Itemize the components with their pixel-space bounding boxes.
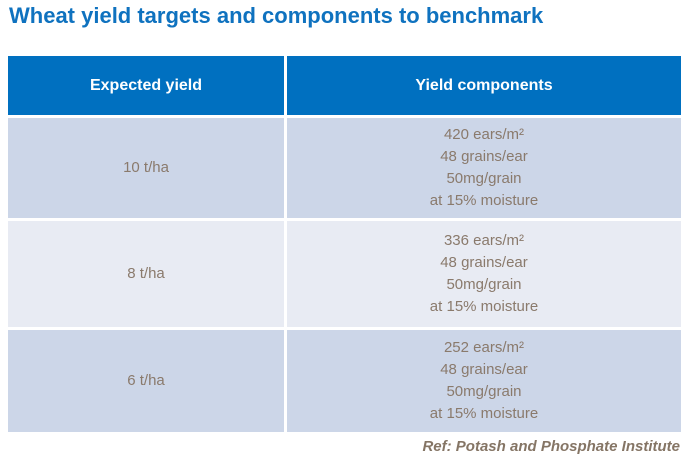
component-line: 48 grains/ear [440,148,528,165]
yield-cell-6tha: 6 t/ha [8,330,284,432]
page-title: Wheat yield targets and components to be… [9,3,544,28]
yield-cell-10tha: 10 t/ha [8,118,284,218]
component-line: 48 grains/ear [440,254,528,271]
reference-text: Ref: Potash and Phosphate Institute [422,438,680,455]
column-header-expected-yield: Expected yield [8,56,284,115]
component-line: 50mg/grain [446,170,522,187]
yield-cell-8tha: 8 t/ha [8,221,284,327]
component-line: 336 ears/m² [443,232,525,249]
component-line: at 15% moisture [429,405,539,422]
components-cell-6tha: 252 ears/m² 48 grains/ear 50mg/grain at … [287,330,681,432]
components-cell-10tha: 420 ears/m² 48 grains/ear 50mg/grain at … [287,118,681,218]
column-header-yield-components: Yield components [287,56,681,115]
components-cell-8tha: 336 ears/m² 48 grains/ear 50mg/grain at … [287,221,681,327]
component-line: 252 ears/m² [443,339,525,356]
component-line: 50mg/grain [446,276,522,293]
component-line: at 15% moisture [429,192,539,209]
component-line: 420 ears/m² [443,126,525,143]
component-line: 50mg/grain [446,383,522,400]
component-line: at 15% moisture [429,298,539,315]
benchmark-table: Expected yield Yield components 10 t/ha … [8,56,681,432]
component-line: 48 grains/ear [440,361,528,378]
